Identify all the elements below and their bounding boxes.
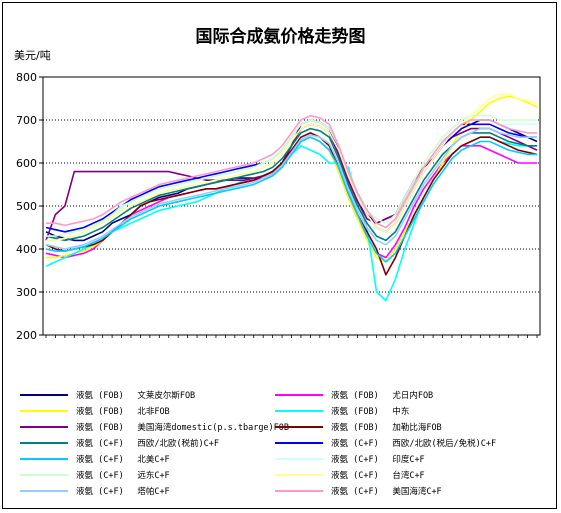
legend-swatch — [275, 442, 323, 444]
legend-label: 液氨 (C+F) 北美C+F — [76, 455, 170, 465]
legend-item: 液氨 (FOB) 尤日内FOB — [275, 388, 433, 402]
y-axis-unit-label: 美元/吨 — [14, 49, 51, 62]
y-tick-label: 300 — [16, 286, 37, 299]
legend-item: 液氨 (C+F) 印度C+F — [275, 452, 425, 466]
legend-item: 液氨 (FOB) 加勒比海FOB — [275, 420, 442, 434]
legend-swatch — [275, 410, 323, 412]
chart-title: 国际合成氨价格走势图 — [195, 27, 366, 47]
legend-swatch — [275, 458, 323, 460]
legend-swatch — [20, 394, 68, 396]
legend-label: 液氨 (C+F) 台湾C+F — [331, 471, 425, 481]
y-tick-label: 800 — [16, 71, 37, 84]
y-tick-label: 700 — [16, 114, 37, 127]
legend-swatch — [275, 474, 323, 476]
legend-item: 液氨 (C+F) 台湾C+F — [275, 468, 425, 482]
legend-swatch — [20, 474, 68, 476]
legend-label: 液氨 (C+F) 印度C+F — [331, 455, 425, 465]
series-line-11 — [46, 114, 537, 237]
legend-label: 液氨 (C+F) 塔帕C+F — [76, 487, 170, 497]
line-chart: 200 300 400 500 600 700 800 — [16, 71, 541, 342]
y-tick-label: 600 — [16, 157, 37, 170]
y-tick-label: 200 — [16, 329, 37, 342]
legend-label: 液氨 (FOB) 美国海湾domestic(p.s.tbarge)FOB — [76, 423, 290, 433]
legend-swatch — [275, 394, 323, 396]
series-line-9 — [45, 136, 537, 263]
series-line-13 — [45, 127, 537, 250]
legend-swatch — [20, 442, 68, 444]
legend-label: 液氨 (FOB) 北非FOB — [76, 407, 170, 417]
legend-item: 液氨 (FOB) 北非FOB — [20, 404, 170, 418]
y-tick-label: 400 — [16, 243, 37, 256]
legend-swatch — [20, 410, 68, 412]
legend-item: 液氨 (C+F) 塔帕C+F — [20, 484, 170, 498]
series-line-6 — [45, 132, 538, 276]
legend-label: 液氨 (C+F) 远东C+F — [76, 471, 170, 481]
legend-label: 液氨 (FOB) 中东 — [331, 407, 410, 417]
legend-label: 液氨 (FOB) 尤日内FOB — [331, 391, 434, 401]
legend-item: 液氨 (C+F) 美国海湾C+F — [275, 484, 442, 498]
legend: 液氨 (FOB) 文莱皮尔斯FOB 液氨 (FOB) 尤日内FOB 液氨 (FOB)… — [20, 388, 550, 503]
legend-label: 液氨 (FOB) 加勒比海FOB — [331, 423, 442, 433]
y-tick-label: 500 — [16, 200, 37, 213]
legend-item: 液氨 (C+F) 远东C+F — [20, 468, 170, 482]
plot-area — [42, 76, 541, 336]
legend-label: 液氨 (FOB) 文莱皮尔斯FOB — [76, 391, 196, 401]
legend-item: 液氨 (C+F) 西欧/北欧(税后/免税)C+F — [275, 436, 496, 450]
legend-swatch — [20, 426, 68, 428]
legend-item: 液氨 (FOB) 文莱皮尔斯FOB — [20, 388, 195, 402]
legend-swatch — [275, 490, 323, 492]
chart-frame — [2, 2, 557, 509]
legend-label: 液氨 (C+F) 美国海湾C+F — [331, 487, 442, 497]
legend-item: 液氨 (FOB) 中东 — [275, 404, 409, 418]
series-line-12 — [46, 93, 538, 242]
legend-item: 液氨 (FOB) 美国海湾domestic(p.s.tbarge)FOB — [20, 420, 289, 434]
legend-label: 液氨 (C+F) 西欧/北欧(税后/免税)C+F — [331, 439, 497, 449]
series-line-14 — [46, 114, 537, 229]
legend-label: 液氨 (C+F) 西欧/北欧(税前)C+F — [76, 439, 220, 449]
legend-swatch — [20, 458, 68, 460]
legend-item: 液氨 (C+F) 北美C+F — [20, 452, 170, 466]
series-line-3 — [46, 95, 538, 263]
legend-swatch — [275, 426, 323, 428]
legend-swatch — [20, 490, 68, 492]
legend-item: 液氨 (C+F) 西欧/北欧(税前)C+F — [20, 436, 219, 450]
